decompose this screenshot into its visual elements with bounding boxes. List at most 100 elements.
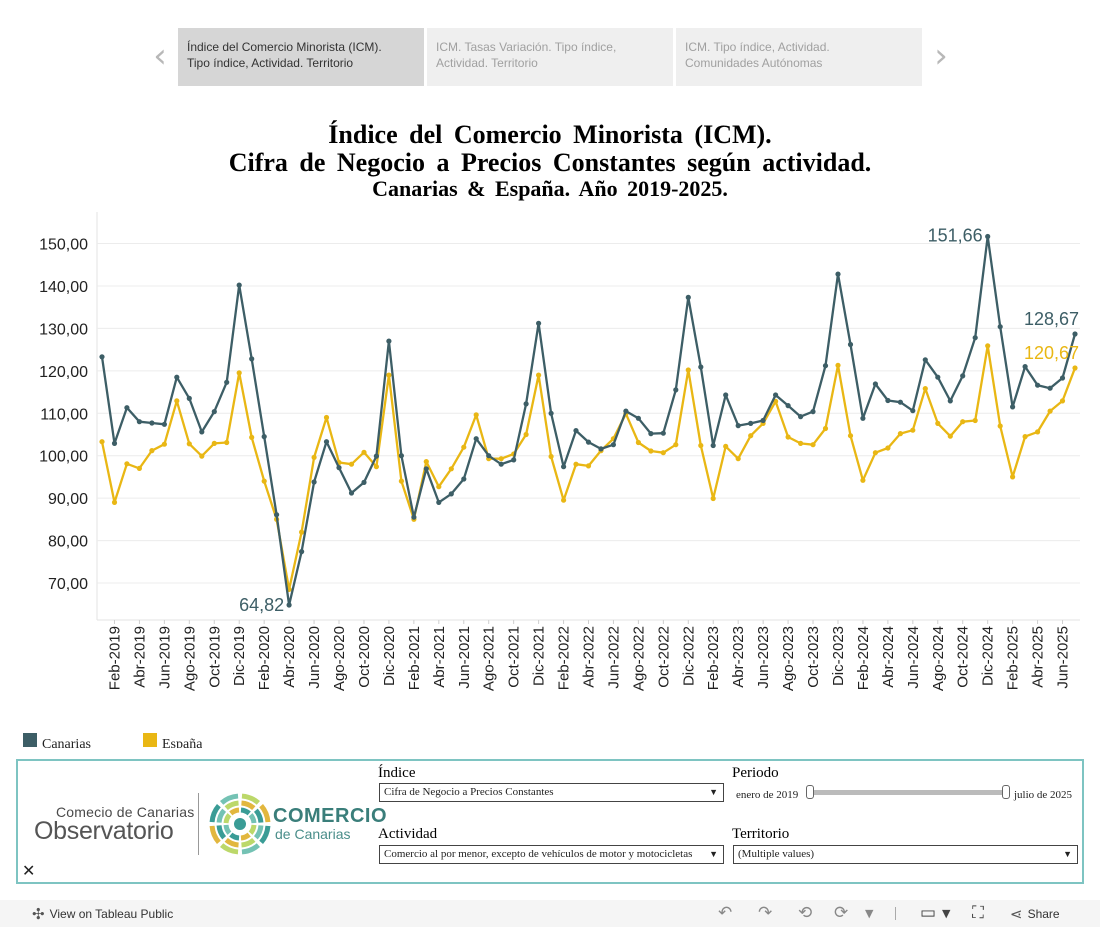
legend-label-espana: España: [162, 737, 203, 748]
x-tick-label: Abr-2020: [281, 626, 298, 688]
logo-ring-segment: [259, 825, 271, 845]
periodo-slider[interactable]: [806, 785, 1010, 799]
data-point-espana: [386, 372, 392, 378]
logo-ring-segment: [216, 808, 227, 823]
data-point-canarias: [698, 364, 704, 370]
actividad-select-value: Comercio al por menor, excepto de vehícu…: [384, 848, 693, 860]
data-point-espana: [935, 420, 941, 426]
data-point-canarias: [798, 414, 804, 420]
periodo-slider-end-handle[interactable]: [1002, 785, 1010, 799]
territorio-filter-label: Territorio: [732, 826, 790, 842]
indice-select-value: Cifra de Negocio a Precios Constantes: [384, 786, 554, 798]
x-tick-label: Dic-2020: [381, 626, 398, 686]
territorio-select[interactable]: (Multiple values) ▼: [733, 845, 1078, 864]
data-point-canarias: [261, 434, 267, 440]
data-point-canarias: [473, 436, 479, 442]
x-tick-label: Ago-2024: [930, 626, 947, 691]
data-point-canarias: [1072, 331, 1078, 337]
data-point-canarias: [461, 476, 467, 482]
data-point-espana: [161, 441, 167, 447]
chevron-right-icon[interactable]: ›: [934, 36, 948, 76]
story-point-line2: Actividad. Territorio: [436, 56, 538, 70]
data-point-espana: [174, 398, 180, 404]
data-point-espana: [423, 459, 429, 465]
data-point-canarias: [299, 549, 305, 555]
y-tick-label: 70,00: [48, 576, 88, 593]
x-tick-label: Oct-2024: [955, 626, 972, 688]
actividad-filter-label: Actividad: [378, 826, 438, 842]
close-icon[interactable]: ✕: [22, 861, 36, 880]
actividad-select[interactable]: Comercio al por menor, excepto de vehícu…: [379, 845, 724, 864]
x-tick-label: Feb-2024: [855, 626, 872, 690]
data-point-canarias: [723, 392, 729, 398]
x-tick-label: Ago-2023: [780, 626, 797, 691]
data-point-espana: [897, 431, 904, 437]
data-point-canarias: [922, 357, 928, 363]
data-point-canarias: [673, 387, 679, 393]
x-tick-label: Oct-2023: [805, 626, 822, 688]
device-preview-icon[interactable]: ▭: [920, 903, 937, 923]
logo-center-dot: [234, 818, 246, 830]
data-point-espana: [323, 414, 330, 421]
story-point-icm-tasas-variacion[interactable]: ICM. Tasas Variación. Tipo índice, Activ…: [427, 28, 673, 86]
share-button[interactable]: ⋖ Share: [1010, 905, 1060, 923]
data-point-canarias: [1047, 385, 1053, 391]
data-point-canarias: [897, 399, 904, 405]
logo-ring-segment: [209, 825, 221, 845]
story-point-icm-comunidades[interactable]: ICM. Tipo índice, Actividad. Comunidades…: [676, 28, 922, 86]
data-point-canarias: [249, 356, 255, 362]
data-point-canarias: [448, 491, 454, 497]
x-tick-label: Abr-2025: [1030, 626, 1047, 688]
periodo-slider-start-handle[interactable]: [806, 785, 814, 799]
data-point-canarias: [423, 466, 429, 472]
data-point-canarias: [436, 499, 442, 505]
tableau-toolbar: ✣ View on Tableau Public ↶ ↷ ⟲ ⟳ ▼ ▭ ▼ ⛶…: [0, 900, 1100, 927]
data-point-espana: [448, 466, 454, 472]
logo-ring-segment: [229, 807, 240, 816]
data-point-canarias: [735, 423, 741, 429]
comercio-logo-line1: COMERCIO: [273, 805, 387, 827]
data-point-espana: [648, 448, 654, 454]
data-point-canarias: [585, 439, 592, 445]
chart-title-line2: Cifra de Negocio a Precios Constantes se…: [228, 148, 872, 177]
y-tick-label: 130,00: [39, 321, 88, 338]
data-point-espana: [436, 484, 442, 490]
x-tick-label: Abr-2021: [431, 626, 448, 688]
chevron-left-icon[interactable]: ‹: [153, 36, 167, 76]
logo-ring-segment: [253, 808, 264, 823]
data-point-espana: [822, 425, 829, 432]
data-point-canarias: [536, 320, 542, 326]
x-tick-label: Oct-2019: [206, 626, 223, 688]
view-on-tableau-public-link[interactable]: ✣ View on Tableau Public: [32, 905, 173, 923]
data-point-espana: [498, 456, 504, 462]
refresh-dropdown-icon[interactable]: ▼: [865, 907, 874, 920]
y-tick-label: 150,00: [39, 237, 88, 254]
chart-title-line3: Canarias & España. Año 2019-2025.: [372, 176, 728, 201]
refresh-icon[interactable]: ⟳: [834, 903, 849, 923]
data-point-canarias: [710, 442, 716, 449]
fullscreen-icon[interactable]: ⛶: [972, 903, 984, 923]
data-point-espana: [997, 423, 1003, 429]
story-point-icm-tipo-indice[interactable]: Índice del Comercio Minorista (ICM). Tip…: [178, 28, 424, 86]
legend-item-espana[interactable]: España: [143, 730, 202, 748]
x-tick-label: Abr-2024: [880, 626, 897, 688]
indice-select[interactable]: Cifra de Negocio a Precios Constantes ▼: [379, 783, 724, 802]
data-point-canarias: [286, 602, 292, 608]
data-point-espana: [1047, 408, 1053, 414]
logo-ring-segment: [219, 843, 239, 855]
logo-ring-segment: [259, 803, 271, 823]
data-point-espana: [348, 461, 355, 467]
data-point-espana: [1035, 429, 1041, 435]
redo-icon[interactable]: ↷: [758, 903, 773, 923]
legend-item-canarias[interactable]: Canarias: [23, 730, 91, 748]
data-point-canarias: [810, 409, 816, 415]
data-point-canarias: [498, 461, 504, 467]
device-dropdown-icon[interactable]: ▼: [942, 907, 951, 920]
x-tick-label: Jun-2020: [306, 626, 323, 689]
revert-icon[interactable]: ⟲: [798, 903, 813, 923]
story-navigator: ‹ Índice del Comercio Minorista (ICM). T…: [148, 28, 953, 86]
data-point-canarias: [411, 514, 417, 520]
data-point-canarias: [947, 398, 953, 404]
y-tick-label: 100,00: [39, 449, 88, 466]
undo-icon[interactable]: ↶: [718, 903, 733, 923]
